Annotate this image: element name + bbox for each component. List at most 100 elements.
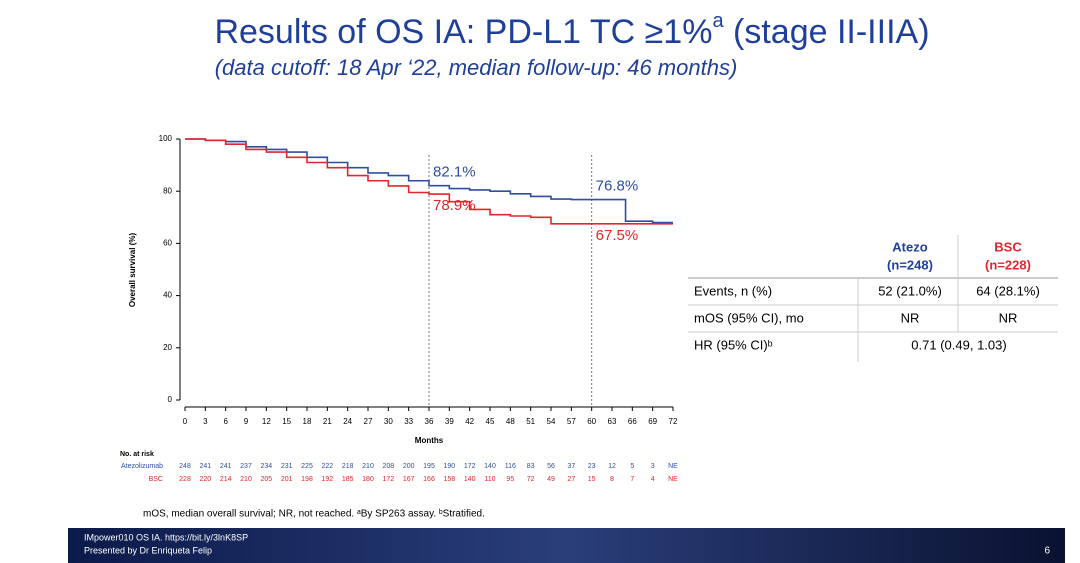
title-sup: a xyxy=(712,10,724,32)
risk-value: 222 xyxy=(321,463,333,470)
x-tick-label: 36 xyxy=(425,417,434,426)
risk-value: 205 xyxy=(260,476,272,483)
x-tick-label: 66 xyxy=(628,417,637,426)
x-tick-label: 24 xyxy=(343,417,352,426)
risk-value: 214 xyxy=(220,476,232,483)
risk-value: NE xyxy=(668,476,678,483)
y-axis-label: Overall survival (%) xyxy=(128,233,137,308)
x-tick-label: 30 xyxy=(384,417,393,426)
column-header: BSC xyxy=(994,239,1022,254)
table-cell: NR xyxy=(901,310,920,325)
page-number: 6 xyxy=(1044,546,1050,557)
annotation: 82.1% xyxy=(433,164,476,181)
risk-value: 225 xyxy=(301,463,313,470)
x-tick-label: 27 xyxy=(364,417,373,426)
risk-value: 218 xyxy=(342,463,354,470)
x-tick-label: 51 xyxy=(526,417,535,426)
y-tick-label: 20 xyxy=(163,343,172,352)
x-tick-label: 42 xyxy=(465,417,474,426)
table-cell: mOS (95% CI), mo xyxy=(694,310,804,325)
risk-value: 200 xyxy=(403,463,415,470)
risk-value: 15 xyxy=(588,476,596,483)
risk-value: 210 xyxy=(362,463,374,470)
y-tick-label: 40 xyxy=(163,291,172,300)
annotation: 67.5% xyxy=(596,227,639,244)
table-cell: NR xyxy=(999,310,1018,325)
risk-value: 248 xyxy=(179,463,191,470)
risk-value: 12 xyxy=(608,463,616,470)
table-cell: 64 (28.1%) xyxy=(976,283,1040,298)
risk-value: 49 xyxy=(547,476,555,483)
title-main: Results of OS IA: PD-L1 TC ≥1% xyxy=(214,13,712,51)
y-tick-label: 0 xyxy=(168,395,173,404)
risk-value: 140 xyxy=(464,476,476,483)
risk-value: 27 xyxy=(567,476,575,483)
x-tick-label: 39 xyxy=(445,417,454,426)
risk-value: 110 xyxy=(484,476,495,483)
risk-value: 180 xyxy=(362,476,374,483)
risk-title: No. at risk xyxy=(120,451,154,458)
x-tick-label: 12 xyxy=(262,417,271,426)
x-tick-label: 63 xyxy=(608,417,617,426)
risk-value: 201 xyxy=(281,476,293,483)
x-tick-label: 69 xyxy=(648,417,657,426)
risk-value: 8 xyxy=(610,476,614,483)
risk-value: 7 xyxy=(630,476,634,483)
risk-value: 195 xyxy=(423,463,435,470)
risk-value: 158 xyxy=(443,476,455,483)
x-tick-label: 0 xyxy=(183,417,188,426)
x-tick-label: 48 xyxy=(506,417,515,426)
x-tick-label: 6 xyxy=(223,417,228,426)
risk-value: 3 xyxy=(651,463,655,470)
footer-source: IMpower010 OS IA. https://bit.ly/3lnK8SP xyxy=(84,532,248,542)
table-cell: HR (95% CI)ᵇ xyxy=(694,337,773,352)
risk-value: 72 xyxy=(527,476,535,483)
x-tick-label: 18 xyxy=(303,417,312,426)
x-tick-label: 54 xyxy=(547,417,556,426)
footer-band xyxy=(68,528,1065,563)
risk-value: NE xyxy=(668,463,678,470)
risk-value: 83 xyxy=(527,463,535,470)
x-tick-label: 33 xyxy=(404,417,413,426)
risk-value: 231 xyxy=(281,463,293,470)
risk-value: 172 xyxy=(464,463,476,470)
risk-value: 172 xyxy=(382,476,394,483)
risk-value: 220 xyxy=(199,476,211,483)
risk-value: 116 xyxy=(505,463,516,470)
y-tick-label: 60 xyxy=(163,239,172,248)
y-tick-label: 80 xyxy=(163,186,172,195)
survival-curve xyxy=(185,138,673,225)
footer-presenter: Presented by Dr Enriqueta Felip xyxy=(84,545,212,555)
column-n: (n=228) xyxy=(985,257,1031,272)
x-tick-label: 60 xyxy=(587,417,596,426)
risk-value: 37 xyxy=(567,463,575,470)
risk-value: 208 xyxy=(382,463,394,470)
footnote: mOS, median overall survival; NR, not re… xyxy=(143,509,485,520)
subtitle: (data cutoff: 18 Apr ‘22, median follow-… xyxy=(215,55,738,80)
table-cell: 0.71 (0.49, 1.03) xyxy=(911,337,1006,352)
risk-value: 56 xyxy=(547,463,555,470)
risk-value: 185 xyxy=(342,476,354,483)
x-tick-label: 21 xyxy=(323,417,332,426)
risk-value: 237 xyxy=(240,463,252,470)
x-tick-label: 15 xyxy=(282,417,291,426)
risk-value: 190 xyxy=(443,463,455,470)
x-axis-label: Months xyxy=(415,436,444,445)
risk-value: 95 xyxy=(506,476,514,483)
annotation: 76.8% xyxy=(596,178,639,195)
risk-value: 234 xyxy=(260,463,272,470)
y-tick-label: 100 xyxy=(159,134,173,143)
risk-value: 23 xyxy=(588,463,596,470)
x-tick-label: 9 xyxy=(244,417,249,426)
risk-value: 198 xyxy=(301,476,313,483)
risk-value: 210 xyxy=(240,476,252,483)
risk-value: 140 xyxy=(484,463,496,470)
risk-value: 241 xyxy=(220,463,232,470)
table-cell: Events, n (%) xyxy=(694,283,772,298)
risk-row-name: Atezolizumab xyxy=(121,463,163,470)
title: Results of OS IA: PD-L1 TC ≥1%a (stage I… xyxy=(214,10,929,51)
risk-value: 4 xyxy=(651,476,655,483)
risk-value: 167 xyxy=(403,476,415,483)
